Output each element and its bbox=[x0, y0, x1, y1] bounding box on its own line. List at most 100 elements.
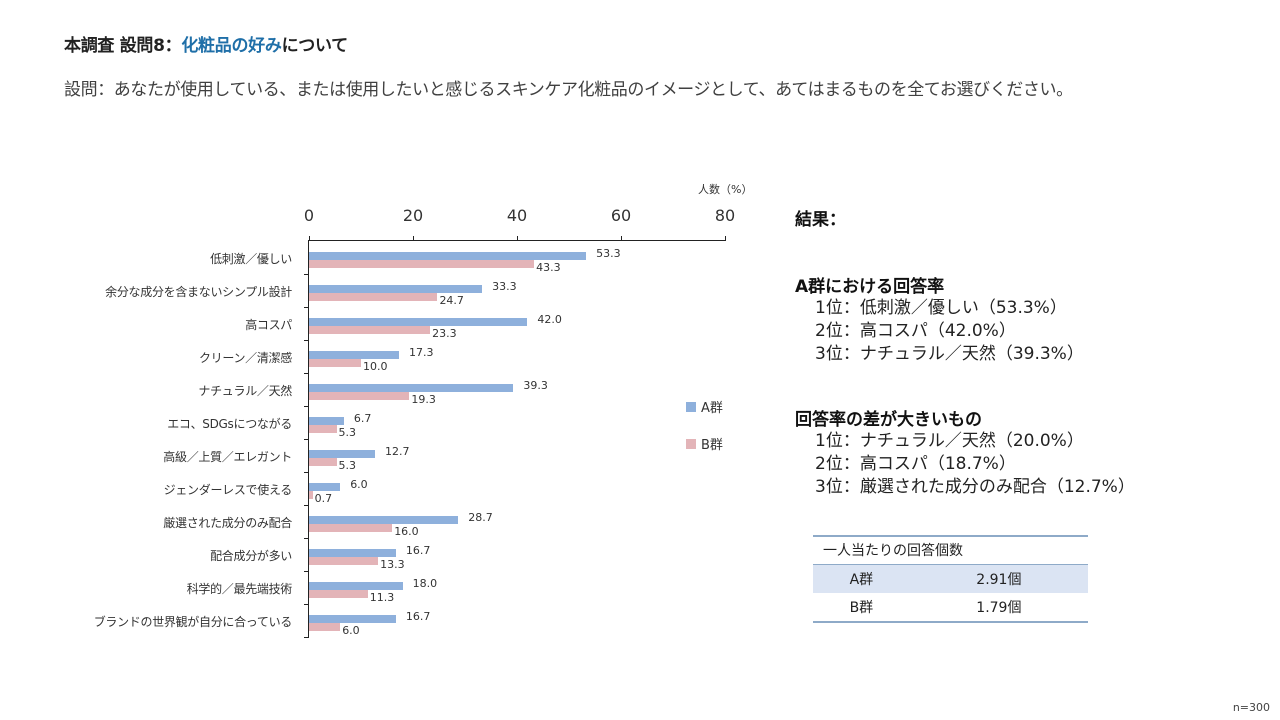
axis-unit-label: 人数（%） bbox=[698, 183, 753, 196]
value-label-a: 39.3 bbox=[523, 379, 548, 392]
x-tick-mark bbox=[621, 236, 622, 241]
x-tick-mark bbox=[309, 236, 310, 241]
x-tick-mark bbox=[725, 236, 726, 241]
value-label-a: 16.7 bbox=[405, 544, 431, 557]
title-prefix: 本調査 設問8： bbox=[64, 36, 182, 56]
y-tick-mark bbox=[304, 571, 309, 572]
x-tick-label: 20 bbox=[402, 206, 424, 225]
bar-group-a bbox=[309, 318, 528, 326]
bar-group-b bbox=[309, 425, 337, 433]
x-tick-label: 0 bbox=[303, 206, 315, 225]
table-header: 一人当たりの回答個数 bbox=[813, 535, 1088, 565]
value-label-b: 43.3 bbox=[535, 261, 562, 274]
survey-question: 設問：あなたが使用している、または使用したいと感じるスキンケア化粧品のイメージと… bbox=[64, 80, 1073, 100]
bar-group-a bbox=[309, 351, 399, 359]
y-tick-mark bbox=[304, 439, 309, 440]
y-tick-mark bbox=[304, 538, 309, 539]
value-label-b: 5.3 bbox=[337, 426, 358, 439]
results-section-a: A群における回答率 1位：低刺激／優しい（53.3%） 2位：高コスパ（42.0… bbox=[795, 272, 1084, 366]
value-label-a: 16.7 bbox=[405, 610, 431, 623]
x-tick-mark bbox=[413, 236, 414, 241]
y-tick-mark bbox=[304, 604, 309, 605]
category-label: エコ、SDGsにつながる bbox=[167, 417, 292, 431]
section-diff-rank-3: 3位：厳選された成分のみ配合（12.7%） bbox=[815, 477, 1135, 497]
table-row: B群 1.79個 bbox=[813, 593, 1088, 623]
category-label: 科学的／最先端技術 bbox=[186, 582, 293, 596]
y-tick-mark bbox=[304, 505, 309, 506]
category-label: 低刺激／優しい bbox=[210, 252, 292, 266]
bar-group-a bbox=[309, 450, 376, 458]
table-row: A群 2.91個 bbox=[813, 564, 1088, 593]
bar-group-a bbox=[309, 582, 403, 590]
category-label: 高級／上質／エレガント bbox=[163, 450, 292, 464]
legend-item-b: B群 bbox=[686, 434, 723, 453]
legend-swatch-b bbox=[686, 438, 696, 449]
section-diff-rank-1: 1位：ナチュラル／天然（20.0%） bbox=[815, 431, 1084, 451]
value-label-a: 33.3 bbox=[492, 280, 517, 293]
sample-size-label: n=300 bbox=[1232, 701, 1270, 714]
bar-group-a bbox=[309, 549, 396, 557]
category-label: 高コスパ bbox=[245, 318, 292, 332]
y-tick-mark bbox=[304, 340, 309, 341]
category-label: ナチュラル／天然 bbox=[198, 384, 292, 398]
bar-group-b bbox=[309, 458, 337, 466]
y-tick-mark bbox=[304, 406, 309, 407]
y-tick-mark bbox=[304, 274, 309, 275]
category-label: ジェンダーレスで使える bbox=[163, 483, 293, 497]
bar-group-a bbox=[309, 285, 483, 293]
value-label-a: 6.0 bbox=[350, 478, 368, 491]
bar-group-a bbox=[309, 384, 514, 392]
table-cell-value: 2.91個 bbox=[909, 564, 1088, 593]
section-a-rank-3: 3位：ナチュラル／天然（39.3%） bbox=[815, 344, 1084, 364]
results-heading-text: 結果： bbox=[795, 210, 846, 230]
x-tick-label: 40 bbox=[506, 206, 528, 225]
bar-group-a bbox=[309, 417, 344, 425]
bar-group-b bbox=[309, 524, 393, 532]
y-tick-mark bbox=[304, 472, 309, 473]
value-label-a: 53.3 bbox=[596, 247, 621, 260]
value-label-a: 42.0 bbox=[537, 313, 562, 326]
table-cell-group: A群 bbox=[813, 564, 910, 593]
category-label: ブランドの世界観が自分に合っている bbox=[93, 615, 293, 629]
page-title: 本調査 設問8：化粧品の好みについて bbox=[64, 31, 348, 56]
value-label-b: 24.7 bbox=[438, 294, 465, 307]
value-label-b: 23.3 bbox=[431, 327, 458, 340]
section-diff-rank-2: 2位：高コスパ（18.7%） bbox=[815, 454, 1016, 474]
bar-group-a bbox=[309, 483, 341, 491]
section-a-rank-2: 2位：高コスパ（42.0%） bbox=[815, 321, 1016, 341]
value-label-b: 13.3 bbox=[379, 558, 406, 571]
bar-group-b bbox=[309, 590, 368, 598]
value-label-b: 5.3 bbox=[337, 459, 358, 472]
value-label-b: 19.3 bbox=[410, 393, 437, 406]
x-tick-mark bbox=[517, 236, 518, 241]
value-label-b: 11.3 bbox=[368, 591, 396, 604]
legend-label-a: A群 bbox=[701, 401, 723, 416]
x-tick-label: 80 bbox=[714, 206, 736, 225]
bar-group-b bbox=[309, 326, 431, 334]
value-label-b: 0.7 bbox=[313, 492, 334, 505]
value-label-b: 6.0 bbox=[341, 624, 361, 637]
answers-per-person-table: 一人当たりの回答個数 A群 2.91個 B群 1.79個 bbox=[813, 535, 1088, 623]
category-label: 余分な成分を含まないシンプル設計 bbox=[105, 285, 292, 299]
section-a-heading: A群における回答率 bbox=[795, 277, 945, 297]
bar-group-a bbox=[309, 516, 459, 524]
section-diff-heading: 回答率の差が大きいもの bbox=[795, 410, 982, 430]
bar-group-a bbox=[309, 252, 587, 260]
bar-group-b bbox=[309, 260, 535, 268]
legend-item-a: A群 bbox=[686, 397, 723, 416]
bar-group-b bbox=[309, 293, 438, 301]
table-cell-group: B群 bbox=[813, 593, 910, 623]
value-label-b: 16.0 bbox=[393, 525, 420, 538]
bar-group-a bbox=[309, 615, 396, 623]
y-tick-mark bbox=[304, 373, 309, 374]
bar-group-b bbox=[309, 623, 341, 631]
value-label-a: 18.0 bbox=[412, 577, 438, 590]
y-tick-mark bbox=[304, 307, 309, 308]
legend-swatch-a bbox=[686, 401, 696, 412]
bar-group-b bbox=[309, 392, 410, 400]
bar-group-b bbox=[309, 491, 313, 499]
category-label: 厳選された成分のみ配合 bbox=[163, 516, 292, 530]
results-heading: 結果： bbox=[795, 205, 846, 230]
table-cell-value: 1.79個 bbox=[909, 593, 1088, 623]
title-highlight: 化粧品の好み bbox=[181, 36, 282, 56]
